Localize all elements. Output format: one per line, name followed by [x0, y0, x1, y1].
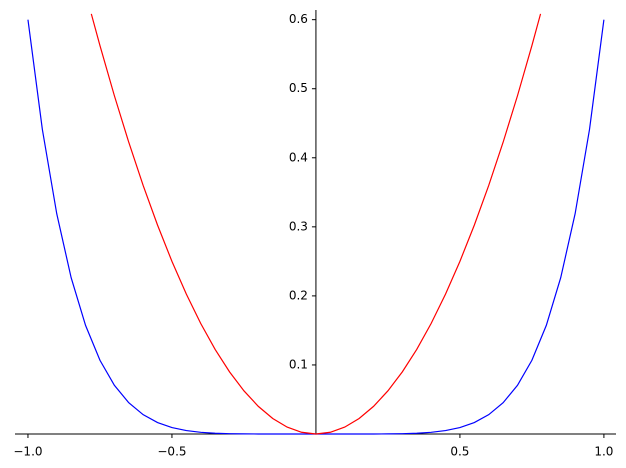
y-tick-label: 0.3 [289, 219, 308, 233]
y-tick-label: 0.1 [289, 357, 308, 371]
curve [90, 13, 542, 435]
x-tick-label: −0.5 [157, 445, 186, 459]
x-tick-label: −1.0 [13, 445, 42, 459]
y-tick-label: 0.6 [289, 12, 308, 26]
y-tick-label: 0.2 [289, 288, 308, 302]
y-tick-label: 0.4 [289, 150, 308, 164]
y-tick-label: 0.5 [289, 81, 308, 95]
x-tick-label: 1.0 [594, 445, 613, 459]
x-tick-label: 0.5 [450, 445, 469, 459]
